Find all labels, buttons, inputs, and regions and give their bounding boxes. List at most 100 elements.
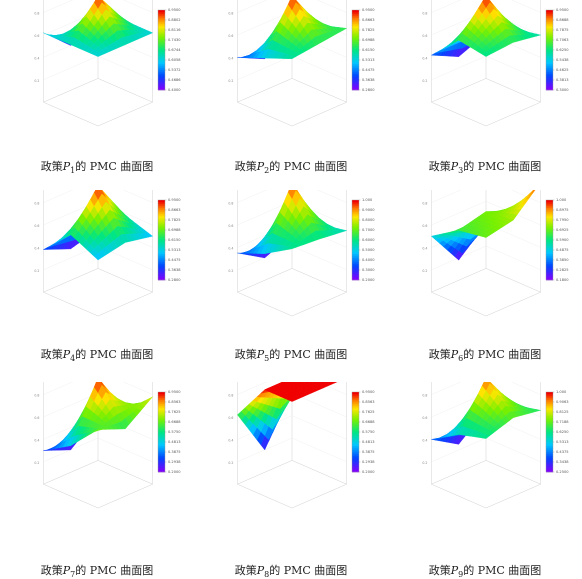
caption-prefix: 政策: [234, 564, 257, 577]
colorbar-band: [352, 462, 359, 465]
colorbar-band: [546, 228, 553, 231]
wall-gridline: [237, 382, 347, 395]
colorbar-band: [158, 24, 165, 27]
colorbar-band: [352, 434, 359, 437]
colorbar-band: [158, 468, 165, 471]
colorbar-band: [546, 12, 553, 15]
chart-panel-9: 0.20.40.60.81.00.25000.34380.43750.53130…: [388, 382, 582, 579]
colorbar-band: [352, 20, 359, 23]
colorbar-band: [158, 78, 165, 81]
colorbar-band: [158, 52, 165, 55]
colorbar-band: [158, 462, 165, 465]
z-tick-label: 0.4: [422, 56, 427, 60]
colorbar-band: [546, 72, 553, 75]
colorbar-band: [546, 274, 553, 277]
colorbar-tick-label: 0.5313: [168, 248, 181, 252]
colorbar-band: [158, 68, 165, 71]
colorbar-tick-label: 0.7950: [556, 218, 569, 222]
colorbar-band: [158, 36, 165, 39]
colorbar-tick-label: 0.9500: [362, 8, 375, 12]
chart-panel-8: 0.20.40.60.81.00.20000.29380.38750.48130…: [194, 382, 388, 579]
caption-suffix: 的 PMC 曲面图: [269, 160, 348, 173]
colorbar-band: [546, 10, 553, 13]
colorbar-band: [158, 398, 165, 401]
z-tick-label: 0.6: [228, 224, 233, 228]
colorbar-tick-label: 0.4000: [362, 258, 375, 262]
colorbar-band: [546, 462, 553, 465]
colorbar-band: [158, 44, 165, 47]
colorbar-tick-label: 0.6744: [168, 48, 181, 52]
colorbar-band: [352, 244, 359, 247]
colorbar-band: [352, 416, 359, 419]
colorbar-band: [546, 68, 553, 71]
z-tick-label: 0.2: [34, 79, 39, 83]
caption-prefix: 政策: [40, 348, 63, 361]
colorbar-band: [352, 260, 359, 263]
colorbar-band: [352, 38, 359, 41]
colorbar-band: [158, 216, 165, 219]
colorbar: 0.3000 0.3813 0.4625 0.5438 0.6250 0.7063 0.78…: [545, 8, 569, 92]
colorbar-tick-label: 0.2825: [556, 268, 569, 272]
colorbar-band: [546, 466, 553, 469]
colorbar-band: [158, 40, 165, 43]
colorbar-tick-label: 0.4686: [168, 78, 181, 82]
colorbar-band: [546, 438, 553, 441]
colorbar-band: [158, 394, 165, 397]
caption-subscript: 5: [264, 354, 270, 364]
caption-variable: P: [62, 564, 71, 577]
colorbar-tick-label: 0.2500: [556, 470, 569, 474]
colorbar-band: [546, 54, 553, 57]
colorbar-tick-label: 0.4813: [168, 440, 181, 444]
colorbar-band: [158, 206, 165, 209]
colorbar-band: [158, 428, 165, 431]
colorbar-band: [352, 428, 359, 431]
caption-prefix: 政策: [234, 160, 257, 173]
caption-subscript: 2: [264, 166, 270, 176]
z-tick-label: 0.4: [228, 246, 233, 250]
surface-plot: 0.20.40.60.81.00.28000.36380.44750.53130…: [34, 190, 181, 317]
surface: [430, 0, 541, 57]
surface-plot: 0.20.40.60.81.00.30000.38130.46250.54380…: [422, 0, 569, 127]
colorbar-band: [158, 396, 165, 399]
colorbar-band: [352, 10, 359, 13]
colorbar-band: [352, 62, 359, 65]
z-tick-label: 0.4: [34, 438, 39, 442]
z-tick-label: 0.4: [422, 438, 427, 442]
z-tick-label: 0.6: [34, 34, 39, 38]
surface-plot: 0.20.40.60.81.00.20000.29380.38750.48130…: [34, 382, 181, 509]
colorbar-band: [546, 46, 553, 49]
colorbar-band: [158, 230, 165, 233]
chart-panel-5: 0.20.40.60.81.00.20000.30000.40000.50000…: [194, 190, 388, 382]
colorbar-band: [546, 210, 553, 213]
colorbar-band: [546, 398, 553, 401]
colorbar-band: [546, 450, 553, 453]
colorbar-band: [352, 406, 359, 409]
z-tick-label: 0.8: [228, 202, 233, 206]
colorbar-band: [546, 202, 553, 205]
colorbar-tick-label: 0.8116: [168, 28, 181, 32]
colorbar-tick-label: 0.6988: [362, 38, 375, 42]
colorbar-band: [352, 84, 359, 87]
colorbar-band: [158, 266, 165, 269]
colorbar-band: [352, 88, 359, 91]
colorbar-band: [352, 444, 359, 447]
colorbar-band: [352, 68, 359, 71]
colorbar-band: [546, 412, 553, 415]
colorbar: 0.2500 0.3438 0.4375 0.5313 0.6250 0.7188 0.81…: [545, 390, 569, 474]
colorbar-band: [158, 30, 165, 33]
colorbar-band: [352, 438, 359, 441]
colorbar-band: [546, 434, 553, 437]
colorbar-band: [546, 414, 553, 417]
wall-gridline: [43, 0, 153, 13]
surface: [431, 382, 541, 445]
colorbar-band: [546, 470, 553, 473]
caption-subscript: 7: [70, 570, 76, 579]
colorbar-band: [546, 428, 553, 431]
colorbar-band: [546, 56, 553, 59]
colorbar-band: [352, 468, 359, 471]
colorbar-tick-label: 0.4475: [362, 68, 375, 72]
surface-patch: [287, 246, 296, 250]
colorbar-band: [158, 450, 165, 453]
colorbar-band: [352, 400, 359, 403]
colorbar-band: [546, 24, 553, 27]
